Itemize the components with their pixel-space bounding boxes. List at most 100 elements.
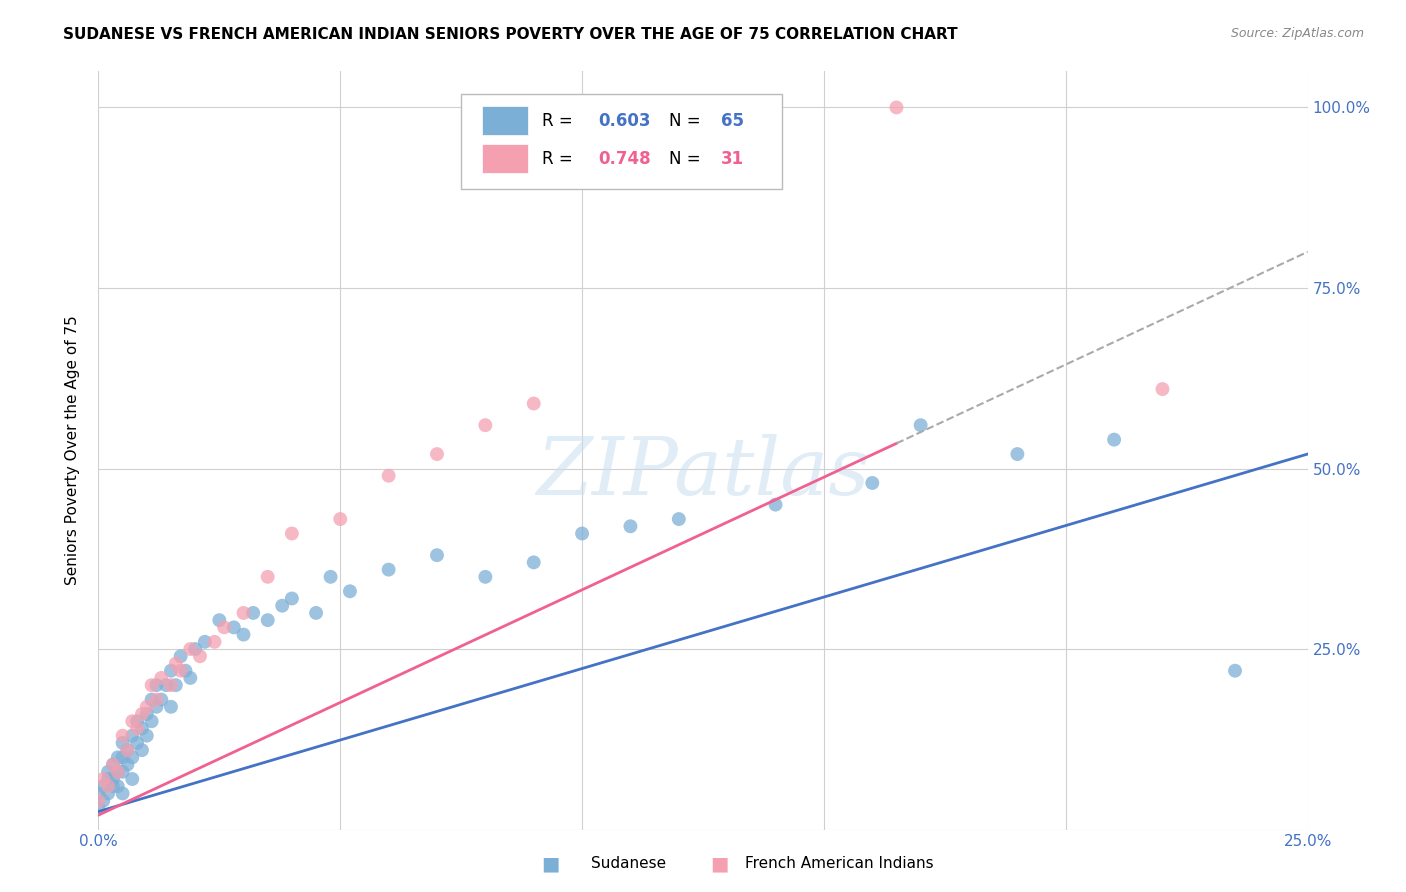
Point — [121, 729, 143, 743]
Point — [101, 757, 124, 772]
Point — [91, 779, 114, 793]
Point — [377, 468, 399, 483]
Point — [97, 764, 120, 779]
Point — [121, 714, 143, 729]
Point — [160, 678, 183, 692]
Point — [111, 729, 134, 743]
Point — [97, 772, 120, 786]
Point — [160, 699, 183, 714]
Point — [131, 722, 153, 736]
Point — [107, 779, 129, 793]
Point — [117, 757, 139, 772]
Point — [194, 635, 217, 649]
Point — [204, 635, 226, 649]
Point — [101, 772, 124, 786]
Bar — [482, 106, 527, 135]
Point — [256, 570, 278, 584]
Point — [121, 772, 143, 786]
Point — [188, 649, 211, 664]
Point — [117, 743, 139, 757]
Point — [474, 418, 496, 433]
Text: French American Indians: French American Indians — [745, 856, 934, 871]
Point — [1102, 433, 1125, 447]
Point — [305, 606, 328, 620]
Text: R =: R = — [543, 112, 578, 129]
Point — [91, 772, 114, 786]
Point — [426, 548, 449, 562]
FancyBboxPatch shape — [461, 95, 782, 189]
Point — [329, 512, 352, 526]
Point — [377, 563, 399, 577]
Point — [145, 692, 167, 706]
Point — [242, 606, 264, 620]
Point — [169, 664, 191, 678]
Point — [131, 706, 153, 721]
Text: 0.603: 0.603 — [598, 112, 651, 129]
Point — [87, 787, 110, 801]
Point — [107, 764, 129, 779]
Point — [179, 642, 201, 657]
Text: ■: ■ — [710, 854, 728, 873]
Text: SUDANESE VS FRENCH AMERICAN INDIAN SENIORS POVERTY OVER THE AGE OF 75 CORRELATIO: SUDANESE VS FRENCH AMERICAN INDIAN SENIO… — [63, 27, 957, 42]
Text: R =: R = — [543, 150, 578, 168]
Point — [165, 657, 187, 671]
Point — [208, 613, 231, 627]
Point — [222, 620, 245, 634]
Point — [256, 613, 278, 627]
Y-axis label: Seniors Poverty Over the Age of 75: Seniors Poverty Over the Age of 75 — [65, 316, 80, 585]
Point — [135, 699, 157, 714]
Point — [619, 519, 641, 533]
Point — [127, 714, 149, 729]
Point — [426, 447, 449, 461]
Point — [232, 606, 254, 620]
Point — [232, 627, 254, 641]
Point — [474, 570, 496, 584]
Text: N =: N = — [669, 150, 706, 168]
Point — [184, 642, 207, 657]
Point — [319, 570, 342, 584]
Point — [281, 591, 304, 606]
Point — [1223, 664, 1246, 678]
Text: Sudanese: Sudanese — [591, 856, 665, 871]
Text: Source: ZipAtlas.com: Source: ZipAtlas.com — [1230, 27, 1364, 40]
Point — [117, 743, 139, 757]
Point — [910, 418, 932, 433]
Text: 65: 65 — [721, 112, 744, 129]
Point — [87, 794, 110, 808]
Point — [523, 555, 546, 569]
Point — [97, 787, 120, 801]
Point — [523, 396, 546, 410]
Point — [135, 729, 157, 743]
Point — [101, 757, 124, 772]
Point — [165, 678, 187, 692]
Point — [174, 664, 197, 678]
Point — [101, 779, 124, 793]
Point — [1007, 447, 1029, 461]
Text: ZIPatlas: ZIPatlas — [536, 434, 870, 512]
Point — [141, 692, 163, 706]
Point — [765, 498, 787, 512]
Bar — [482, 145, 527, 173]
Point — [127, 722, 149, 736]
Text: 31: 31 — [721, 150, 744, 168]
Point — [860, 475, 883, 490]
Point — [150, 692, 173, 706]
Point — [339, 584, 361, 599]
Point — [155, 678, 177, 692]
Point — [111, 764, 134, 779]
Text: ■: ■ — [541, 854, 560, 873]
Text: 0.748: 0.748 — [598, 150, 651, 168]
Point — [1152, 382, 1174, 396]
Point — [91, 794, 114, 808]
Point — [150, 671, 173, 685]
Point — [107, 764, 129, 779]
Point — [141, 678, 163, 692]
Point — [141, 714, 163, 729]
Point — [111, 750, 134, 764]
Point — [145, 699, 167, 714]
Point — [281, 526, 304, 541]
Point — [668, 512, 690, 526]
Point — [886, 100, 908, 114]
Point — [111, 736, 134, 750]
Point — [87, 801, 110, 815]
